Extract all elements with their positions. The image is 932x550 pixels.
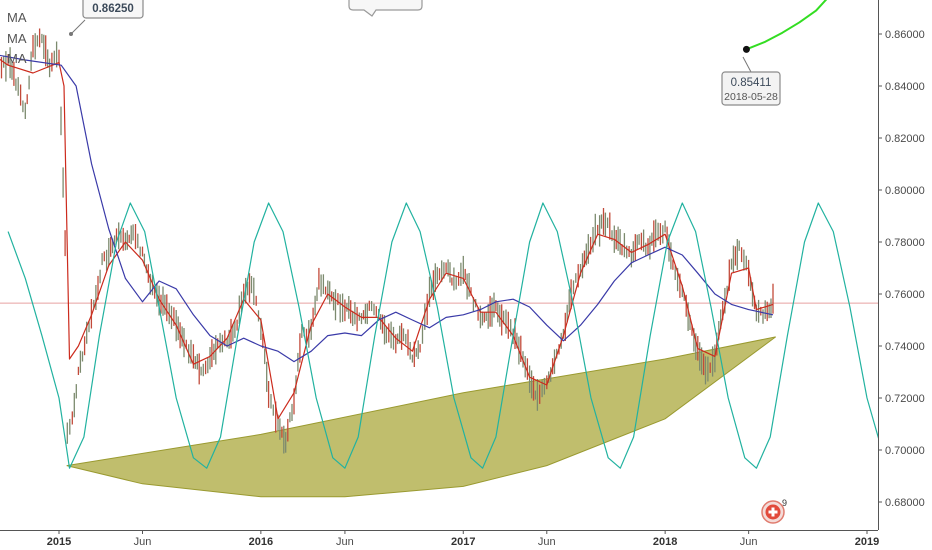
- x-tick-label: 2016: [249, 536, 273, 548]
- series-4: [746, 0, 828, 51]
- x-tick-label: Jun: [538, 536, 556, 548]
- x-tick-label: 2015: [47, 536, 71, 548]
- callout-projection-date: 2018-05-28: [724, 91, 778, 103]
- fan-fill-layer: [66, 336, 776, 498]
- x-tick-label: 2019: [855, 536, 879, 548]
- y-tick-label: 0.78000: [885, 237, 925, 249]
- y-tick-label: 0.74000: [885, 341, 925, 353]
- plot-area: [0, 0, 878, 498]
- x-axis-ticks: 2015 Jun 2016 Jun 2017 Jun 2018 Jun 2019: [47, 530, 879, 548]
- y-tick-label: 0.70000: [885, 445, 925, 457]
- y-tick-label: 0.86000: [885, 29, 925, 41]
- note-bubble: [348, 0, 423, 17]
- price-callout-projection: 0.85411 2018-05-28: [721, 56, 781, 106]
- series-2: [0, 54, 774, 363]
- x-tick-label: 2018: [653, 536, 677, 548]
- x-tick-label: 2017: [451, 536, 475, 548]
- price-callout-high: 0.86250: [69, 0, 144, 36]
- ma-labels: MA MA MA: [7, 10, 27, 66]
- series-line: [7, 202, 878, 469]
- projection-anchor-dot: [742, 45, 750, 53]
- y-tick-label: 0.68000: [885, 497, 925, 509]
- y-tick-label: 0.76000: [885, 289, 925, 301]
- fan-region: [66, 336, 776, 498]
- alert-badge-count: 9: [782, 498, 787, 508]
- ma-label-2: MA: [7, 31, 27, 46]
- series-line: [0, 54, 774, 363]
- ma-label-3: MA: [7, 51, 27, 66]
- series-3: [7, 202, 878, 469]
- ma-label-1: MA: [7, 10, 27, 25]
- x-tick-label: Jun: [134, 536, 152, 548]
- y-tick-label: 0.72000: [885, 393, 925, 405]
- alert-badge[interactable]: 9: [761, 498, 787, 524]
- series-line: [746, 0, 828, 51]
- y-tick-label: 0.82000: [885, 133, 925, 145]
- y-tick-label: 0.80000: [885, 185, 925, 197]
- callout-projection-value: 0.85411: [731, 77, 772, 89]
- callout-high-value: 0.86250: [92, 3, 134, 15]
- y-axis-ticks: 0.68000 0.70000 0.72000 0.74000 0.76000 0.780…: [878, 29, 925, 509]
- y-tick-label: 0.84000: [885, 81, 925, 93]
- x-tick-label: Jun: [336, 536, 354, 548]
- series-layer: [0, 0, 878, 469]
- x-tick-label: Jun: [740, 536, 758, 548]
